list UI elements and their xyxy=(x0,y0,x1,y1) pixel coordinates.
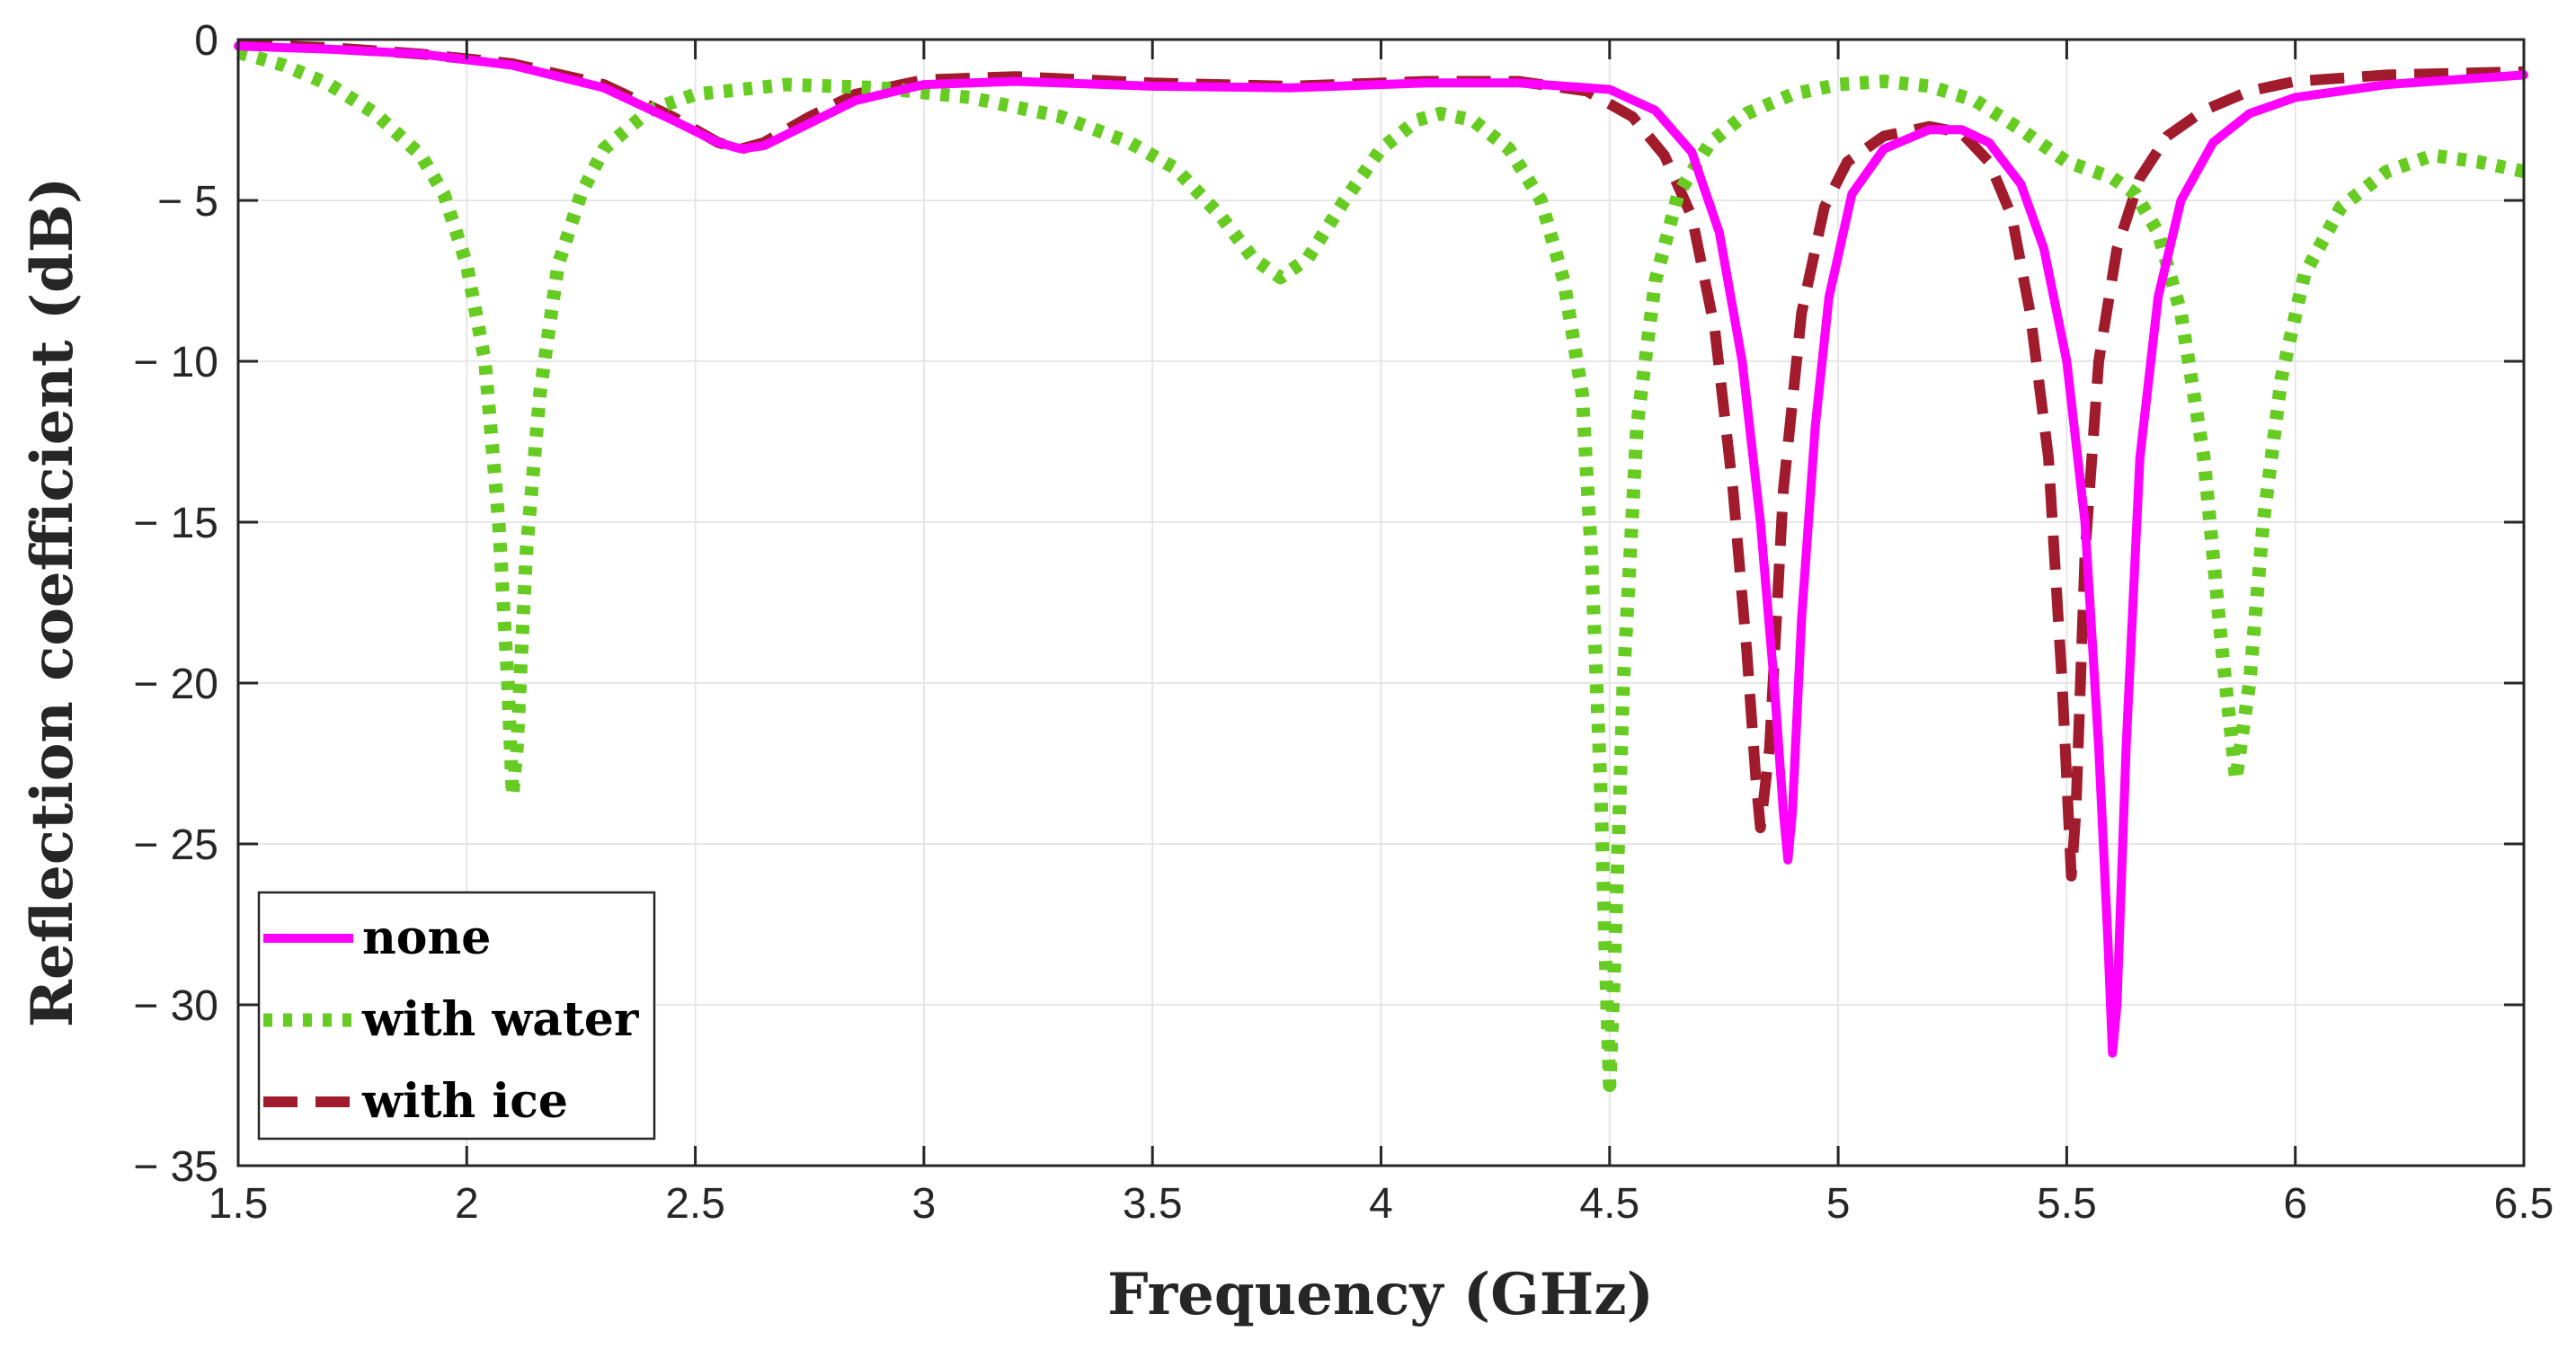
y-tick-label: − 30 xyxy=(133,982,218,1030)
x-tick-label: 5 xyxy=(1826,1180,1851,1228)
series-line-with-ice xyxy=(237,39,2525,882)
tick-marks xyxy=(236,38,2526,1167)
y-tick-labels: 0 − 5 − 10 − 15 − 20 − 25 − 30 − 35 xyxy=(133,17,218,1191)
y-tick-label: − 10 xyxy=(133,339,218,386)
x-tick-label: 6 xyxy=(2283,1180,2307,1228)
series-layer xyxy=(234,39,2528,1092)
legend-label-with-water: with water xyxy=(361,992,639,1047)
x-tick-label: 2 xyxy=(455,1180,479,1228)
x-tick-label: 4.5 xyxy=(1579,1180,1639,1228)
y-tick-label: − 35 xyxy=(133,1143,218,1191)
legend-items: none with water with ice xyxy=(263,910,639,1129)
y-tick-label: − 25 xyxy=(133,821,218,869)
y-tick-label: − 5 xyxy=(157,178,218,226)
x-tick-label: 3 xyxy=(912,1180,937,1228)
x-tick-label: 6.5 xyxy=(2494,1180,2554,1228)
y-tick-label: − 15 xyxy=(133,500,218,547)
legend: none with water with ice xyxy=(257,891,656,1141)
y-axis-label: Reflection coefficient (dB) xyxy=(19,177,86,1028)
series-line-with-water xyxy=(235,46,2526,1092)
legend-label-with-ice: with ice xyxy=(361,1074,568,1129)
series-line-none xyxy=(234,41,2528,1058)
x-axis-label: Frequency (GHz) xyxy=(1107,1261,1654,1328)
x-tick-label: 1.5 xyxy=(209,1180,269,1228)
x-tick-label: 2.5 xyxy=(665,1180,725,1228)
legend-label-none: none xyxy=(362,910,491,965)
y-tick-label: − 20 xyxy=(133,661,218,708)
x-tick-labels: 1.5 2 2.5 3 3.5 4 4.5 5 5.5 6 6.5 xyxy=(209,1180,2554,1228)
x-tick-label: 3.5 xyxy=(1123,1180,1183,1228)
x-tick-label: 4 xyxy=(1369,1180,1393,1228)
x-tick-label: 5.5 xyxy=(2037,1180,2097,1228)
y-tick-label: 0 xyxy=(194,17,218,65)
